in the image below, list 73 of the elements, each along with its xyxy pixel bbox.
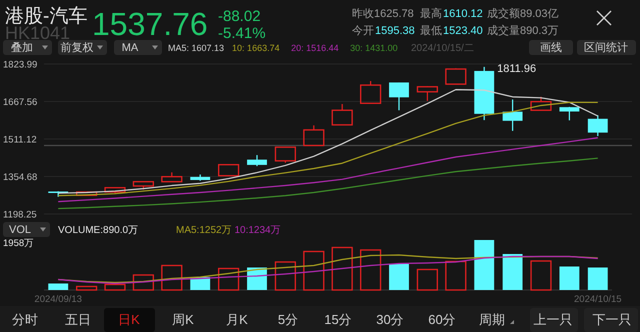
text: 月K [226, 312, 248, 327]
y-tick-label: 1354.68 [3, 172, 38, 183]
text: 30分 [376, 312, 404, 327]
x-tick-label: 2024/09/13 [34, 294, 82, 305]
text: 昨收1625.78 [352, 8, 414, 20]
text: 2024/10/15/二 [411, 43, 474, 54]
candlestick [588, 114, 608, 137]
bar [530, 260, 552, 291]
line-series [58, 158, 598, 210]
text: 今开 [352, 25, 374, 37]
text: 30: 1431.00 [350, 43, 398, 53]
text: -5.41% [218, 25, 266, 42]
text: 10:1234万 [234, 225, 281, 236]
y-tick-label: 1198.25 [3, 209, 37, 220]
bar [360, 249, 382, 291]
text: 周K [172, 312, 194, 327]
bar [332, 246, 353, 291]
bar [416, 268, 438, 291]
candlestick [559, 106, 580, 121]
bar [474, 240, 494, 290]
text: 周期 [479, 312, 505, 327]
bar [76, 286, 98, 291]
text: 1958万 [3, 238, 34, 249]
text: 1610.12 [443, 8, 483, 20]
candlestick [502, 98, 523, 132]
text: 前复权 [60, 42, 94, 54]
text: 下一只 [592, 312, 632, 327]
text: 10: 1663.74 [232, 43, 280, 53]
bar [588, 268, 608, 290]
x-tick-label: 2024/10/15 [574, 294, 622, 305]
text: 60分 [428, 312, 456, 327]
text: VOL [8, 224, 32, 236]
text: MA5: 1607.13 [168, 43, 224, 53]
text: 叠加 [11, 41, 33, 54]
y-tick-label: 1823.99 [3, 59, 38, 70]
text: 20: 1516.44 [291, 43, 339, 53]
text: 最高 [420, 7, 442, 20]
line-series [58, 137, 598, 202]
bar [502, 254, 523, 290]
text: VOLUME:890.0万 [58, 225, 138, 236]
candlestick [389, 82, 409, 111]
text: 5分 [278, 312, 298, 327]
text: 1595.38 [375, 25, 415, 37]
text: 上一只 [534, 312, 572, 327]
bar [48, 284, 68, 290]
text: 五日 [65, 312, 91, 327]
bar [161, 264, 182, 291]
text: 区间统计 [584, 41, 628, 54]
bar [303, 250, 324, 291]
bar [274, 261, 296, 291]
text: 日K [118, 312, 140, 327]
bar [132, 274, 154, 291]
text: -88.02 [218, 8, 261, 25]
text: 成交额89.03亿 [487, 7, 559, 20]
text: 最低 [420, 25, 442, 37]
bar [104, 284, 126, 291]
text: MA5:1252万 [176, 225, 232, 236]
text: 1523.40 [443, 25, 483, 37]
bar [389, 264, 409, 290]
text: 1537.76 [92, 6, 208, 42]
bar [559, 266, 580, 290]
y-tick-label: 1511.12 [3, 134, 37, 146]
text: 15分 [324, 312, 352, 327]
text: 港股-汽车 [5, 6, 88, 27]
text: 分时 [12, 312, 38, 327]
y-tick-label: 1667.56 [3, 96, 38, 108]
text: MA [122, 42, 139, 54]
candlestick [247, 154, 267, 167]
bar [445, 260, 466, 291]
annotation: 1811.96 [497, 62, 536, 75]
bar [218, 268, 240, 291]
text: 成交量890.3万 [487, 24, 559, 37]
text: 画线 [540, 41, 562, 54]
